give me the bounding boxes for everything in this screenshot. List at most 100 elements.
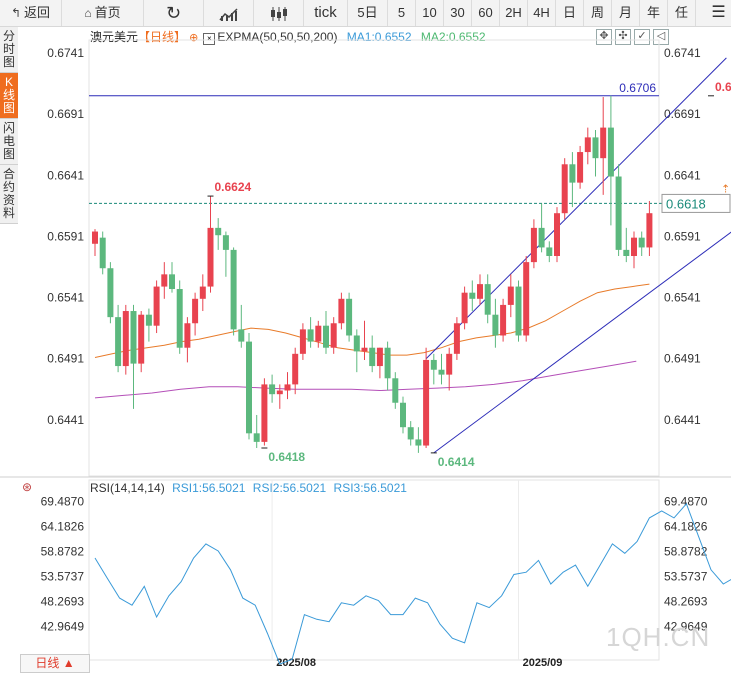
candle-body-35	[361, 347, 368, 352]
refresh-icon[interactable]: ↻	[144, 0, 204, 26]
rsi-ytick-left-4: 48.2693	[41, 595, 85, 609]
candle-body-3	[115, 317, 122, 367]
candle-body-69	[623, 249, 630, 256]
rsi-ytick-left-0: 69.4870	[41, 494, 85, 508]
ma2-line	[94, 360, 637, 399]
period-11[interactable]: 任	[668, 0, 696, 26]
menu-icon[interactable]: ☰	[711, 4, 726, 21]
expand-icon[interactable]: ✥	[596, 29, 612, 45]
rsi-ytick-right-5: 42.9649	[664, 620, 708, 634]
side-tab-0[interactable]: 分时图	[0, 27, 18, 73]
rsi-ytick-right-0: 69.4870	[664, 494, 708, 508]
ytick-left-2: 0.6641	[47, 168, 84, 182]
settings-icon[interactable]: ⊕	[186, 32, 202, 44]
candle-body-64	[584, 137, 591, 153]
candle-body-33	[346, 298, 353, 336]
rsi-ytick-right-2: 58.8782	[664, 545, 708, 559]
candle-body-49	[469, 292, 476, 299]
candle-body-9	[161, 274, 168, 287]
candle-body-53	[500, 304, 507, 336]
indicator-switch-icon[interactable]: ×	[203, 33, 216, 45]
candle-body-63	[577, 152, 584, 183]
side-tab-2[interactable]: 闪电图	[0, 119, 18, 165]
home-button[interactable]: ⌂ 首页	[62, 0, 144, 26]
period-10[interactable]: 年	[640, 0, 668, 26]
candle-body-38	[384, 347, 391, 379]
candle-body-17	[222, 235, 229, 250]
candle-icon[interactable]	[254, 0, 304, 26]
candle-body-26	[292, 353, 299, 385]
candle-body-42	[415, 439, 422, 446]
rsi-line	[94, 502, 731, 665]
annotation-4: 0.6706	[619, 81, 656, 95]
candle-body-31	[330, 323, 337, 348]
tick-button[interactable]: tick	[304, 0, 348, 26]
candle-body-50	[477, 284, 483, 299]
annotation-1: 0.6418	[268, 450, 305, 464]
candle-body-11	[176, 289, 183, 348]
rsi-indicator-label: RSI(14,14,14)	[90, 481, 165, 495]
candle-body-68	[615, 176, 622, 250]
candle-body-34	[353, 335, 360, 352]
chart-type-icon[interactable]	[204, 0, 254, 26]
x-label-1: 2025/09	[523, 657, 563, 669]
candle-body-71	[638, 237, 645, 248]
period-2[interactable]: 10	[416, 0, 444, 26]
period-3[interactable]: 30	[444, 0, 472, 26]
ytick-right-5: 0.6491	[664, 352, 701, 366]
candles-icon	[270, 6, 287, 21]
candle-body-62	[569, 164, 576, 183]
check-icon[interactable]: ✓	[634, 29, 650, 45]
candle-body-7	[145, 314, 152, 326]
candle-body-66	[600, 127, 607, 159]
watermark: 1QH.CN	[606, 622, 711, 652]
period-1[interactable]: 5	[388, 0, 416, 26]
period-5[interactable]: 2H	[500, 0, 528, 26]
last-price-text: 0.6618	[666, 196, 706, 211]
candle-body-54	[507, 286, 514, 305]
left-icon[interactable]: ◁	[653, 29, 669, 45]
candle-body-2	[107, 268, 114, 318]
rsi1-label: RSI1:56.5021	[172, 481, 246, 495]
candle-body-12	[184, 323, 191, 348]
side-tab-3[interactable]: 合约资料	[0, 165, 18, 224]
period-8[interactable]: 周	[584, 0, 612, 26]
ytick-right-3: 0.6591	[664, 229, 701, 243]
period-0[interactable]: 5日	[348, 0, 388, 26]
candle-body-20	[246, 341, 252, 434]
ytick-left-6: 0.6441	[47, 413, 84, 427]
candle-body-61	[561, 164, 568, 214]
shrink-icon[interactable]: ✣	[615, 29, 631, 45]
candle-body-43	[423, 359, 430, 446]
candle-body-29	[315, 325, 322, 342]
candle-body-44	[430, 359, 437, 370]
candle-body-24	[276, 390, 283, 395]
rsi-ytick-right-1: 64.1826	[664, 520, 708, 534]
main-frame	[88, 39, 660, 477]
candle-body-40	[400, 402, 406, 428]
back-button[interactable]: ↰ 返回	[0, 0, 62, 26]
rsi-ytick-right-4: 48.2693	[664, 595, 708, 609]
period-6[interactable]: 4H	[528, 0, 556, 26]
candle-body-0	[92, 231, 98, 244]
annotation-2: 0.6414	[438, 455, 475, 469]
candle-body-21	[253, 433, 260, 442]
candle-body-56	[523, 262, 530, 336]
candle-body-18	[230, 249, 237, 330]
candle-body-48	[461, 292, 468, 324]
period-9[interactable]: 月	[612, 0, 640, 26]
period-7[interactable]: 日	[556, 0, 584, 26]
candle-body-67	[607, 127, 614, 177]
period-selector[interactable]: 日线 ▲	[20, 654, 90, 673]
candle-body-27	[299, 329, 306, 354]
ytick-left-1: 0.6691	[47, 107, 84, 121]
rsi-frame	[88, 479, 660, 661]
candle-body-1	[99, 237, 106, 269]
candle-body-8	[153, 286, 160, 326]
period-4[interactable]: 60	[472, 0, 500, 26]
candle-body-30	[323, 325, 329, 348]
annotation-3: 0.6706	[715, 80, 731, 94]
ytick-right-6: 0.6441	[664, 413, 701, 427]
ytick-left-5: 0.6491	[47, 352, 84, 366]
